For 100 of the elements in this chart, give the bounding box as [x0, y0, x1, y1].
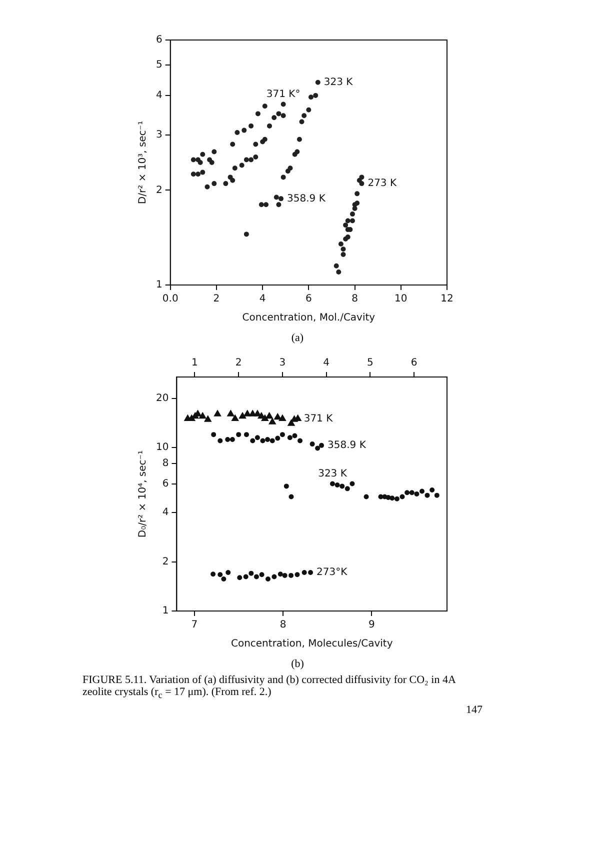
point — [271, 115, 276, 120]
x-axis-title: Concentration, Molecules/Cavity — [230, 638, 392, 650]
y-tick-label: 4 — [162, 507, 168, 518]
point — [276, 202, 281, 208]
text: (a) — [290, 332, 305, 344]
point — [248, 570, 254, 576]
point — [195, 172, 200, 177]
x2-tick-label: 5 — [366, 358, 373, 369]
point — [252, 142, 258, 147]
point — [248, 157, 254, 162]
point — [301, 113, 306, 118]
point — [208, 160, 214, 165]
point — [258, 572, 264, 578]
point — [306, 107, 311, 112]
point — [287, 166, 292, 171]
y-tick-label: 10 — [155, 442, 168, 454]
series-label: 371 K — [303, 413, 333, 424]
y-tick-label: 2 — [155, 184, 162, 196]
point — [243, 157, 248, 162]
point — [262, 104, 267, 109]
x-tick-label: 2 — [212, 294, 220, 305]
x2-tick-label: 6 — [410, 358, 417, 369]
x-tick-label: 10 — [394, 294, 407, 305]
series-label: 358.9 K — [286, 193, 326, 204]
point — [211, 149, 216, 154]
point — [340, 246, 346, 252]
y-tick-label: 3 — [155, 129, 162, 140]
y-tick-label: 2 — [162, 556, 168, 568]
x-tick-label: 6 — [304, 294, 312, 305]
point — [280, 113, 286, 118]
y-tick-label: 1 — [162, 606, 168, 617]
point — [262, 136, 267, 142]
y-axis-title: D₀/r² × 10⁴, sec⁻¹ — [137, 450, 148, 538]
point — [200, 152, 205, 157]
x-tick-label: 8 — [351, 294, 358, 305]
x2-tick-label: 3 — [278, 358, 286, 369]
point — [225, 570, 230, 575]
point — [344, 218, 350, 224]
text: 147 — [465, 704, 482, 716]
y-tick-label: 1 — [155, 280, 162, 291]
y-tick-label: 6 — [162, 478, 168, 490]
series-label: 323 K — [318, 468, 347, 480]
point — [294, 572, 300, 578]
point — [358, 181, 364, 186]
x-tick-label: 7 — [190, 620, 198, 631]
point — [204, 184, 210, 190]
point — [312, 92, 318, 98]
point — [282, 572, 287, 578]
point — [200, 170, 205, 175]
y-tick-label: 4 — [155, 90, 162, 102]
point — [342, 222, 348, 228]
y-axis-title: D/r² × 10³, sec⁻¹ — [137, 120, 148, 204]
point — [263, 202, 268, 208]
x-tick-label: 4 — [258, 294, 266, 305]
point — [230, 142, 235, 147]
point — [280, 174, 286, 180]
point — [252, 154, 258, 160]
point — [288, 572, 294, 578]
point — [284, 168, 290, 174]
series-label: 273 K — [367, 178, 396, 190]
point — [354, 200, 360, 206]
point — [276, 111, 281, 116]
point — [232, 166, 237, 171]
point — [278, 196, 284, 202]
point — [258, 202, 264, 208]
point — [265, 576, 270, 582]
point — [222, 181, 228, 186]
point — [242, 574, 248, 580]
point — [273, 194, 278, 200]
caption: FIGURE 5.11. Variation of (a) diffusivity and (b) corrected diffusivity for CO₂ in 4A zeolite crystals (r$_{c}$ = 17 μm). (From ref. 2.) — [82, 674, 457, 700]
point — [294, 149, 300, 154]
point — [243, 232, 248, 237]
x-tick-label: 9 — [368, 620, 374, 631]
point — [271, 574, 276, 580]
point — [308, 570, 313, 575]
x2-tick-label: 4 — [322, 358, 330, 369]
point — [210, 572, 216, 577]
point — [234, 130, 240, 136]
x2-tick-label: 1 — [191, 358, 198, 369]
y-tick-label: 8 — [162, 458, 168, 469]
point — [241, 128, 246, 133]
point — [190, 172, 196, 177]
point — [190, 157, 196, 162]
x-tick-label: 0.0 — [162, 294, 178, 305]
series-label: 273°K — [316, 567, 348, 578]
y-tick-label: 6 — [155, 34, 162, 46]
series-label: 323 K — [323, 77, 353, 88]
point — [230, 178, 235, 183]
point — [211, 181, 216, 186]
point — [217, 572, 222, 578]
point — [358, 174, 364, 180]
point — [280, 102, 286, 107]
point — [336, 269, 341, 274]
point — [298, 119, 304, 124]
text: (b) — [290, 658, 305, 670]
series-label: 358.9 K — [327, 440, 366, 452]
y-tick-label: 20 — [155, 392, 168, 404]
point — [340, 252, 346, 257]
point — [333, 263, 338, 268]
x2-tick-label: 2 — [234, 358, 242, 369]
